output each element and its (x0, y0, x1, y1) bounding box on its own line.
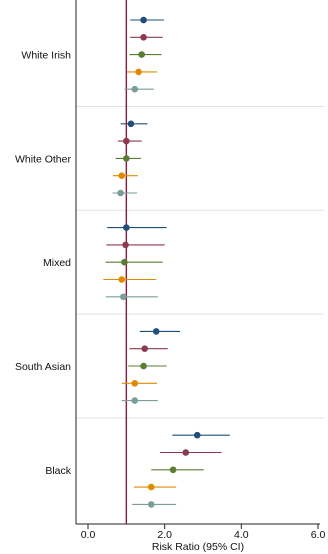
point-estimate (140, 16, 147, 24)
point-estimate (123, 224, 130, 231)
point-estimate (131, 397, 139, 404)
point-estimate (123, 155, 130, 162)
group-label: South Asian (15, 361, 71, 373)
group-separators (76, 106, 324, 419)
point-estimate (127, 120, 135, 128)
point-estimate (152, 328, 160, 335)
point-estimate (121, 258, 128, 266)
point-estimate (119, 293, 127, 301)
point-estimate (123, 137, 130, 145)
x-axis-title: Risk Ratio (95% CI) (152, 541, 244, 553)
estimate-marks (103, 16, 230, 508)
x-tick-label: 2.0 (157, 529, 172, 541)
group-label: Mixed (43, 257, 71, 269)
group-label: Black (45, 465, 71, 477)
point-estimate (147, 501, 155, 508)
point-estimate (135, 68, 142, 76)
point-estimate (182, 449, 190, 456)
point-estimate (141, 345, 149, 353)
point-estimate (131, 380, 139, 387)
point-estimate (131, 85, 139, 93)
point-estimate (169, 466, 177, 474)
point-estimate (140, 362, 147, 370)
point-estimate (138, 51, 145, 58)
point-estimate (122, 241, 129, 249)
group-labels: White Irish White Other Mixed South Asian Bl… (15, 50, 72, 477)
x-tick-label: 0.0 (81, 529, 96, 541)
point-estimate (147, 483, 155, 491)
point-estimate (140, 34, 147, 41)
group-label: White Irish (21, 50, 71, 62)
x-tick-label: 4.0 (234, 529, 249, 541)
point-estimate (117, 189, 124, 197)
x-axis-ticks: 0.0 2.0 4.0 6.0 (81, 524, 326, 541)
group-label: White Other (15, 153, 72, 165)
point-estimate (118, 172, 126, 179)
point-estimate (118, 276, 126, 283)
x-tick-label: 6.0 (311, 529, 326, 541)
point-estimate (193, 431, 201, 439)
